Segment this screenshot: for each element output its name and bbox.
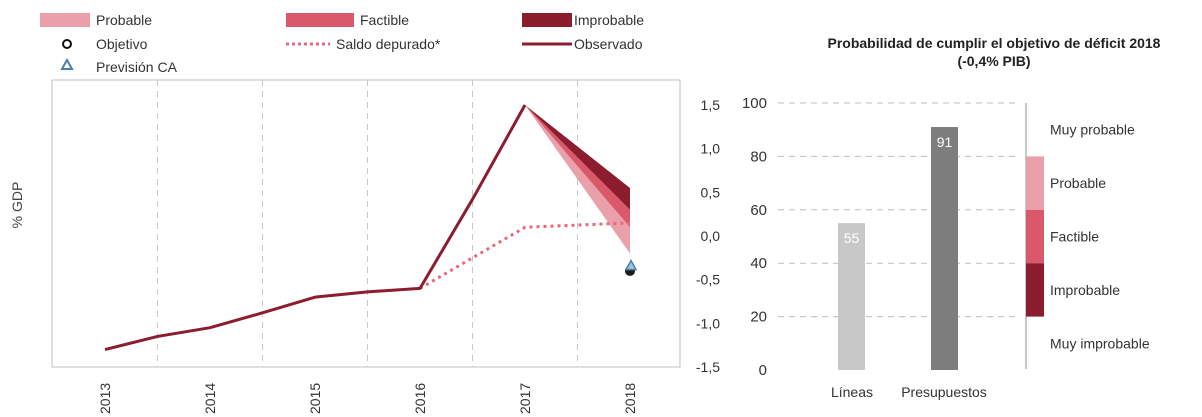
y-tick-label: -1,0 [696, 315, 720, 331]
zone-label: Muy improbable [1050, 335, 1150, 351]
legend-label-objetivo: Objetivo [96, 36, 148, 52]
legend-marker-prevision [60, 57, 74, 70]
bar-chart-yticks: 100 80 60 40 20 0 [742, 95, 767, 379]
legend-label-improbable: Improbable [574, 12, 644, 28]
zone-swatch-improbable [1026, 263, 1044, 317]
zone-swatch-factible [1026, 209, 1044, 264]
zone-label: Probable [1050, 175, 1106, 191]
x-tick-label: 2018 [622, 383, 638, 414]
line-chart-xticks: 2013 2014 2015 2016 2017 2018 [97, 383, 638, 414]
legend-label-probable: Probable [96, 12, 152, 28]
legend-swatch-probable [40, 13, 90, 27]
line-chart-markers [624, 259, 638, 276]
line-chart-ylabel: % GDP [9, 182, 25, 229]
line-chart-series [104, 104, 631, 351]
x-tick-label: 2015 [307, 383, 323, 414]
series-line-observado [104, 104, 527, 351]
y-tick-label: 0,0 [701, 228, 721, 244]
zone-label: Muy probable [1050, 122, 1135, 138]
series-line-saldo-depurado [419, 221, 631, 290]
y-tick-label: -0,5 [696, 272, 720, 288]
bar-presupuestos [931, 127, 958, 370]
y-tick-label: 0,5 [701, 184, 721, 200]
y-tick-label: 80 [750, 148, 767, 165]
fan-chart [525, 105, 630, 254]
bar-chart-bars: 55 91 [838, 127, 958, 370]
prevision-ca-marker [624, 259, 638, 271]
y-tick-label: 0 [759, 362, 767, 379]
fan-band-factible [525, 105, 630, 228]
line-chart-yticks: 1,5 1,0 0,5 0,0 -0,5 -1,0 -1,5 [696, 97, 720, 375]
zone-label: Factible [1050, 229, 1099, 245]
fan-band-probable [525, 105, 630, 254]
fan-band-improbable [525, 105, 630, 210]
y-tick-label: 20 [750, 309, 767, 326]
y-tick-label: 100 [742, 95, 767, 112]
bar-value-label: 91 [937, 134, 953, 150]
line-chart-frame [51, 79, 681, 368]
legend-swatch-improbable [522, 13, 572, 27]
legend-label-prevision: Previsión CA [96, 59, 178, 75]
x-tick-label: 2013 [97, 383, 113, 414]
y-tick-label: 1,5 [701, 97, 721, 113]
x-tick-label: 2017 [517, 383, 533, 414]
bar-chart-xticks: Líneas Presupuestos [831, 384, 987, 400]
legend: Probable Factible Improbable Objetivo Sa… [40, 12, 644, 75]
y-tick-label: 60 [750, 202, 767, 219]
y-tick-label: 1,0 [701, 141, 721, 157]
y-tick-label: 40 [750, 255, 767, 272]
zone-label: Improbable [1050, 282, 1120, 298]
line-chart-gridlines [157, 80, 578, 367]
legend-swatch-factible [286, 13, 354, 27]
legend-label-saldo: Saldo depurado* [336, 36, 441, 52]
y-tick-label: -1,5 [696, 359, 720, 375]
x-tick-label: 2016 [412, 383, 428, 414]
legend-label-factible: Factible [360, 12, 409, 28]
bar-value-label: 55 [844, 230, 860, 246]
legend-marker-objetivo [62, 39, 72, 49]
bar-chart-gridlines [778, 102, 1018, 318]
bar-líneas [838, 223, 865, 370]
x-tick-label: 2014 [202, 383, 218, 414]
bar-chart-title: Probabilidad de cumplir el objetivo de d… [828, 35, 1161, 51]
bar-chart-zones: Muy probable Probable Factible Improbable Mu… [1025, 103, 1150, 369]
legend-label-observado: Observado [574, 36, 643, 52]
bar-chart-subtitle: (-0,4% PIB) [957, 53, 1030, 69]
x-tick-label: Presupuestos [901, 384, 987, 400]
x-tick-label: Líneas [831, 384, 873, 400]
zone-swatch-probable [1026, 156, 1044, 210]
